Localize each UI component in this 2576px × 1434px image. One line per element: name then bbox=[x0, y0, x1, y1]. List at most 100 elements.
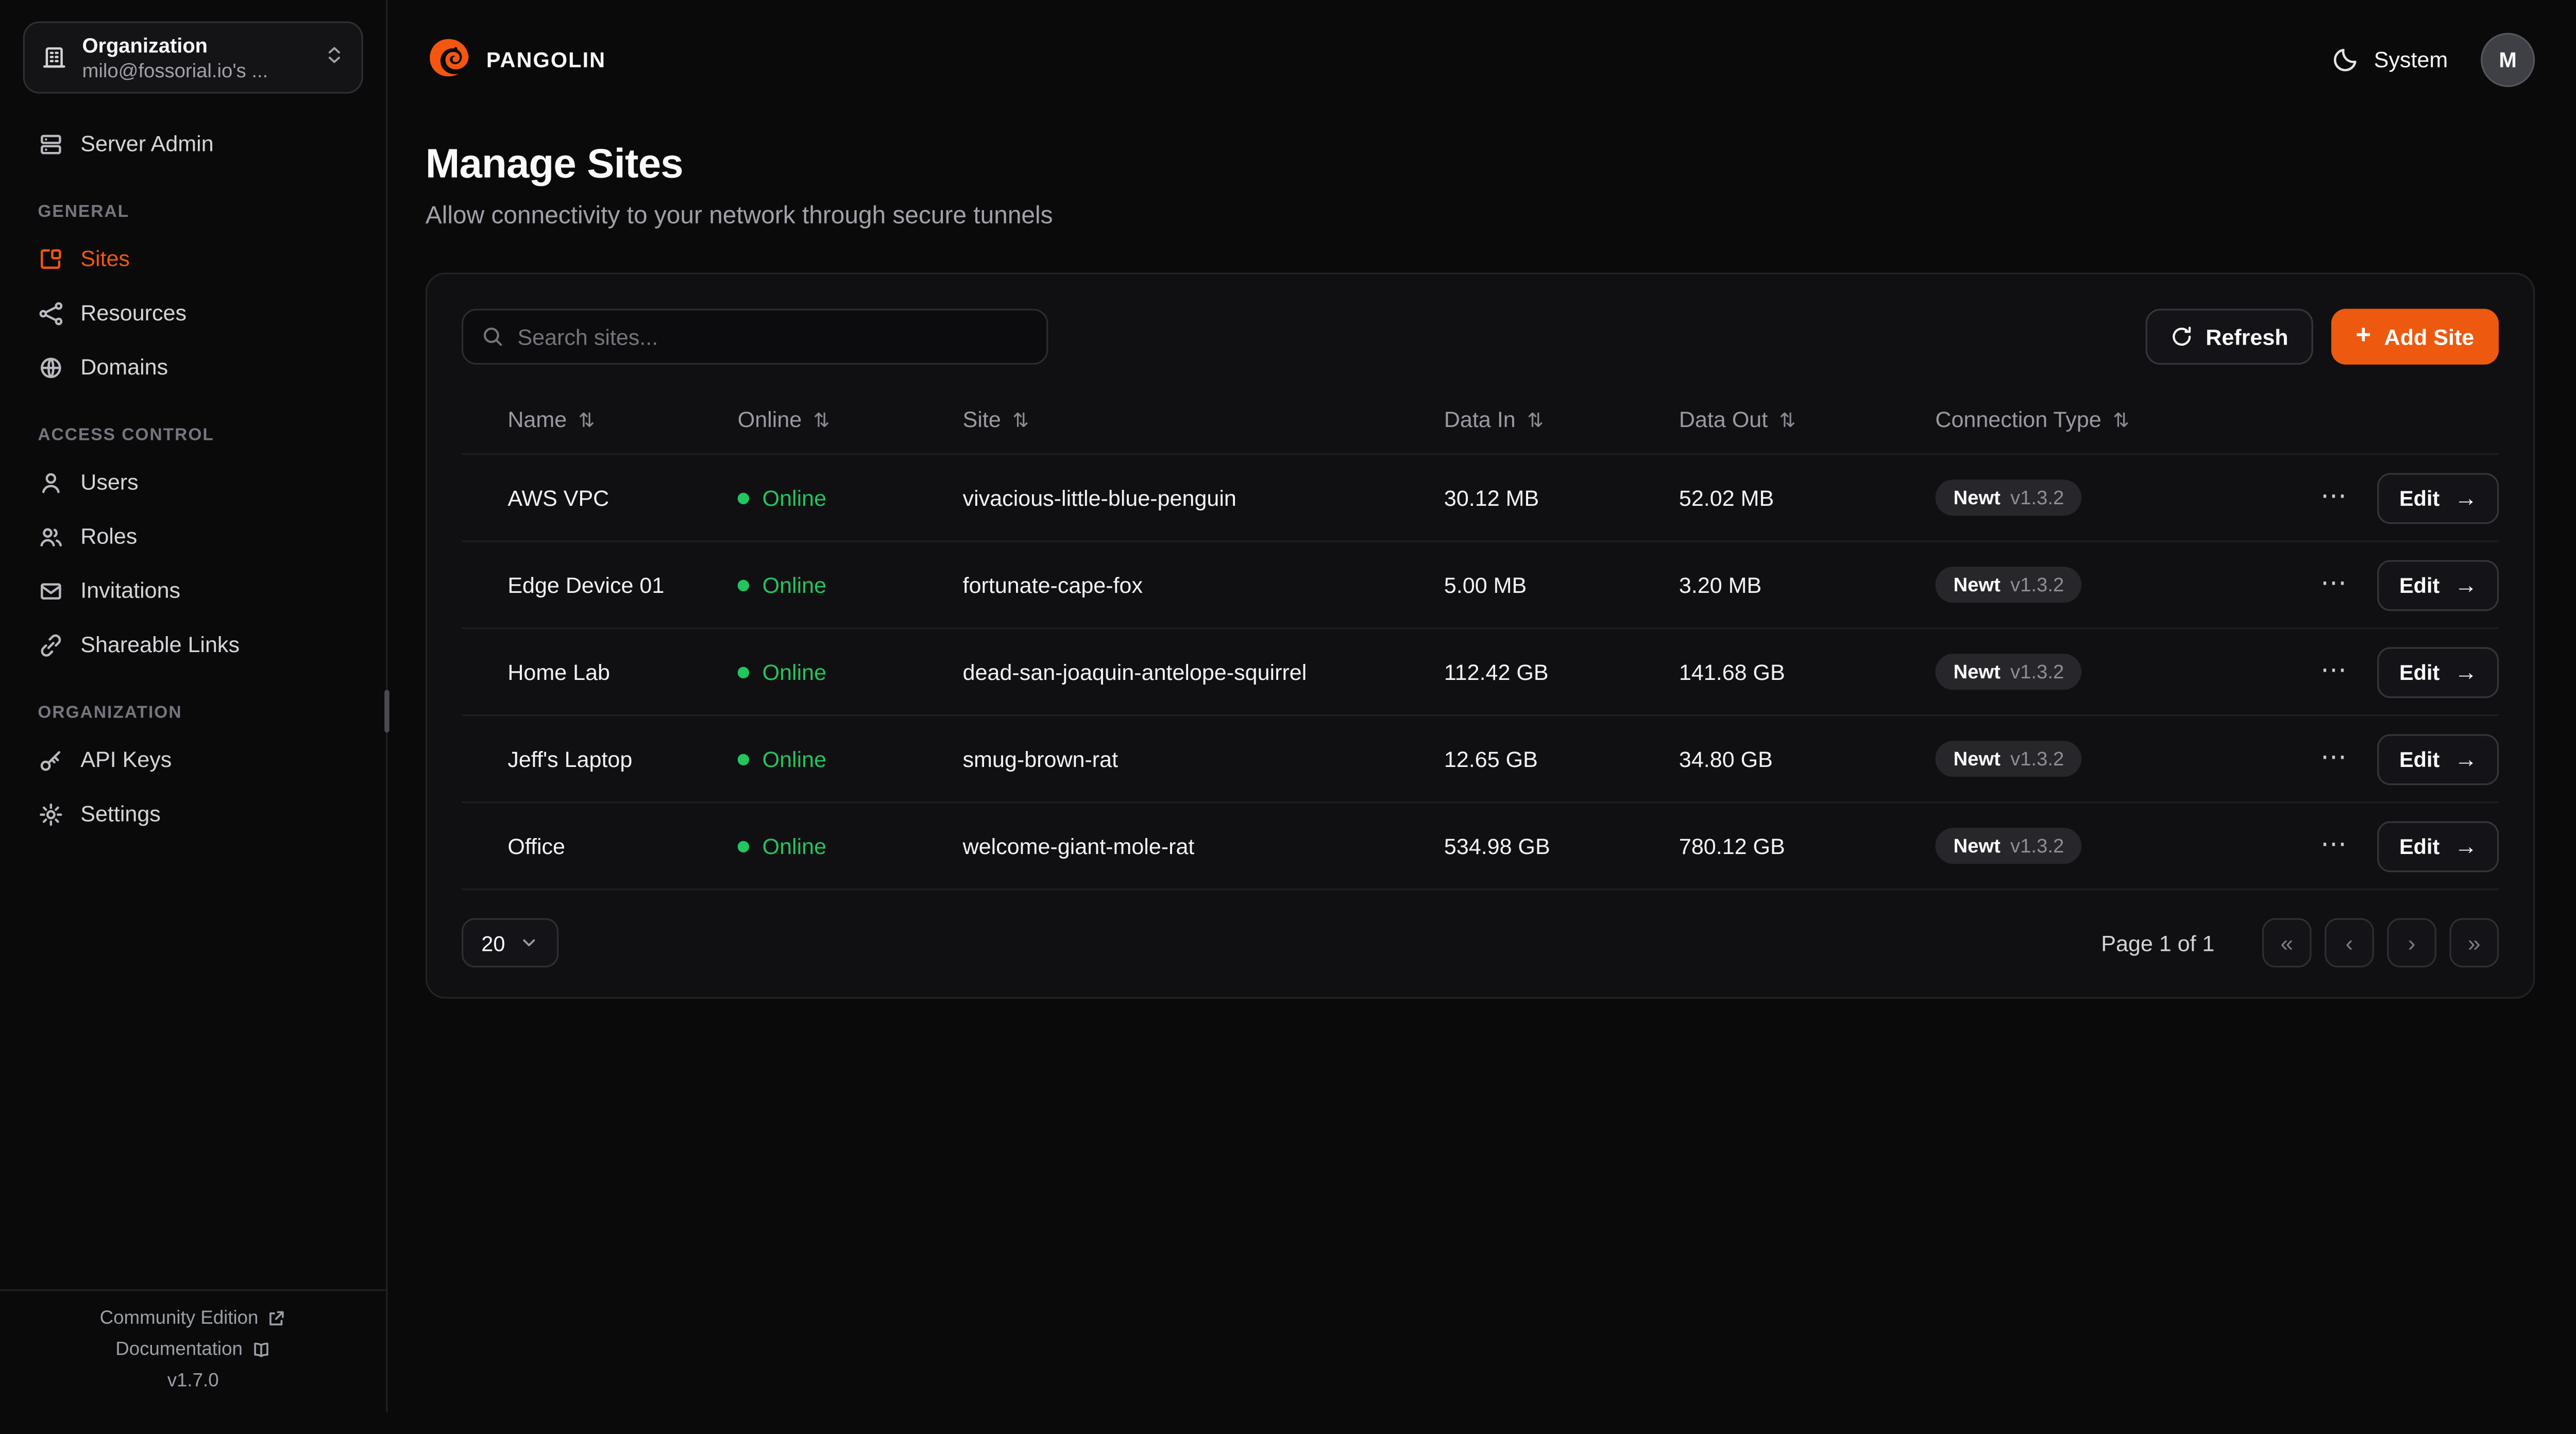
cell-data-out: 3.20 MB bbox=[1679, 572, 1762, 598]
column-header-name: Name ⇅ bbox=[507, 407, 595, 432]
arrow-right-icon: → bbox=[2454, 832, 2478, 859]
row-actions: ⋯ Edit → bbox=[2228, 472, 2499, 523]
sidebar-item-label: Domains bbox=[80, 354, 168, 380]
cell-data-out: 141.68 GB bbox=[1679, 659, 1785, 685]
sidebar-item-server-admin[interactable]: Server Admin bbox=[23, 116, 363, 170]
sidebar-item-label: Server Admin bbox=[80, 131, 214, 156]
row-menu-button[interactable]: ⋯ bbox=[2314, 655, 2353, 688]
cell-data-in: 534.98 GB bbox=[1444, 833, 1550, 859]
table-footer: 20 Page 1 of 1 « ‹ › » bbox=[462, 918, 2499, 968]
edit-label: Edit bbox=[2399, 659, 2440, 685]
sidebar-item-settings[interactable]: Settings bbox=[23, 787, 363, 841]
link-icon bbox=[38, 631, 64, 658]
chevron-left-icon: ‹ bbox=[2345, 929, 2353, 956]
sidebar-item-api-keys[interactable]: API Keys bbox=[23, 732, 363, 787]
org-switcher[interactable]: Organization milo@fossorial.io's ... bbox=[23, 21, 363, 94]
row-actions: ⋯ Edit → bbox=[2228, 820, 2499, 872]
sidebar-item-label: Resources bbox=[80, 300, 187, 326]
sort-icon[interactable]: ⇅ bbox=[1779, 408, 1796, 432]
first-page-button[interactable]: « bbox=[2262, 918, 2312, 968]
cell-site: vivacious-little-blue-penguin bbox=[962, 485, 1236, 510]
status-dot bbox=[737, 492, 750, 504]
status-dot bbox=[737, 840, 750, 852]
sort-icon[interactable]: ⇅ bbox=[1527, 408, 1544, 432]
ellipsis-icon: ⋯ bbox=[2320, 657, 2347, 685]
column-header-connection-type: Connection Type ⇅ bbox=[1935, 407, 2130, 432]
page-title: Manage Sites bbox=[425, 141, 684, 187]
last-page-button[interactable]: » bbox=[2449, 918, 2499, 968]
table-row: Jeff's Laptop Online smug-brown-rat 12.6… bbox=[462, 716, 2499, 804]
prev-page-button[interactable]: ‹ bbox=[2325, 918, 2374, 968]
avatar[interactable]: M bbox=[2481, 32, 2535, 87]
edit-label: Edit bbox=[2399, 572, 2440, 598]
sort-icon[interactable]: ⇅ bbox=[2113, 408, 2130, 432]
arrow-right-icon: → bbox=[2454, 484, 2478, 511]
ellipsis-icon: ⋯ bbox=[2320, 744, 2347, 772]
cell-data-in: 12.65 GB bbox=[1444, 746, 1538, 772]
sidebar-item-shareable-links[interactable]: Shareable Links bbox=[23, 618, 363, 672]
sidebar-item-domains[interactable]: Domains bbox=[23, 340, 363, 394]
sidebar-item-label: Invitations bbox=[80, 578, 181, 603]
sidebar-item-resources[interactable]: Resources bbox=[23, 286, 363, 340]
cell-name: AWS VPC bbox=[507, 485, 609, 510]
page-subtitle: Allow connectivity to your network throu… bbox=[425, 202, 1053, 230]
sidebar-item-label: Users bbox=[80, 469, 139, 494]
sort-icon[interactable]: ⇅ bbox=[813, 408, 830, 432]
edit-button[interactable]: Edit → bbox=[2378, 820, 2499, 872]
edit-button[interactable]: Edit → bbox=[2378, 559, 2499, 610]
row-actions: ⋯ Edit → bbox=[2228, 646, 2499, 697]
cell-online: Online bbox=[737, 659, 963, 684]
community-edition-link[interactable]: Community Edition bbox=[100, 1309, 286, 1329]
row-menu-button[interactable]: ⋯ bbox=[2314, 742, 2353, 775]
pangolin-logo-icon bbox=[426, 36, 471, 82]
sort-icon[interactable]: ⇅ bbox=[578, 408, 595, 432]
cell-connection-type: Newt v1.3.2 bbox=[1935, 566, 2228, 603]
cell-data-in: 112.42 GB bbox=[1444, 659, 1549, 685]
external-link-icon bbox=[266, 1309, 286, 1328]
documentation-link[interactable]: Documentation bbox=[115, 1340, 270, 1360]
sidebar-item-invitations[interactable]: Invitations bbox=[23, 564, 363, 618]
edit-button[interactable]: Edit → bbox=[2378, 733, 2499, 784]
column-header-site: Site ⇅ bbox=[962, 407, 1029, 432]
documentation-label: Documentation bbox=[115, 1340, 243, 1360]
row-menu-button[interactable]: ⋯ bbox=[2314, 829, 2353, 862]
blocks-icon bbox=[38, 246, 64, 272]
connection-badge: Newt v1.3.2 bbox=[1935, 479, 2082, 516]
sort-icon[interactable]: ⇅ bbox=[1012, 408, 1029, 432]
refresh-button[interactable]: Refresh bbox=[2145, 309, 2313, 365]
cell-name: Home Lab bbox=[507, 659, 610, 685]
cell-online: Online bbox=[737, 746, 963, 771]
page-content: Manage Sites Allow connectivity to your … bbox=[388, 118, 2576, 999]
brand-link[interactable]: PANGOLIN bbox=[426, 36, 606, 82]
status-dot bbox=[737, 579, 750, 591]
waypoints-icon bbox=[38, 300, 64, 326]
row-menu-button[interactable]: ⋯ bbox=[2314, 481, 2353, 514]
table-row: AWS VPC Online vivacious-little-blue-pen… bbox=[462, 455, 2499, 542]
search-input[interactable] bbox=[517, 324, 1029, 349]
moon-icon bbox=[2333, 46, 2359, 72]
connection-badge: Newt v1.3.2 bbox=[1935, 740, 2082, 777]
user-icon bbox=[38, 469, 64, 495]
edit-button[interactable]: Edit → bbox=[2378, 646, 2499, 697]
sidebar-item-sites[interactable]: Sites bbox=[23, 232, 363, 286]
cell-data-out: 52.02 MB bbox=[1679, 485, 1774, 510]
sites-toolbar: Refresh + Add Site bbox=[462, 309, 2499, 365]
table-row: Edge Device 01 Online fortunate-cape-fox… bbox=[462, 542, 2499, 629]
topbar: PANGOLIN System M bbox=[388, 0, 2576, 118]
edit-button[interactable]: Edit → bbox=[2378, 472, 2499, 523]
theme-toggle[interactable]: System bbox=[2333, 46, 2448, 72]
cell-data-out: 780.12 GB bbox=[1679, 833, 1785, 859]
edit-label: Edit bbox=[2399, 746, 2440, 772]
sidebar-item-users[interactable]: Users bbox=[23, 455, 363, 509]
next-page-button[interactable]: › bbox=[2387, 918, 2436, 968]
chevrons-up-down-icon bbox=[324, 44, 345, 71]
status-label: Online bbox=[762, 485, 827, 510]
page-size-select[interactable]: 20 bbox=[462, 918, 560, 968]
add-site-button[interactable]: + Add Site bbox=[2331, 309, 2499, 365]
org-title: Organization bbox=[82, 33, 208, 57]
toolbar-actions: Refresh + Add Site bbox=[2145, 309, 2499, 365]
sidebar-resize-handle[interactable] bbox=[384, 690, 389, 733]
row-menu-button[interactable]: ⋯ bbox=[2314, 568, 2353, 601]
sidebar-item-roles[interactable]: Roles bbox=[23, 509, 363, 564]
cell-online: Online bbox=[737, 485, 963, 510]
